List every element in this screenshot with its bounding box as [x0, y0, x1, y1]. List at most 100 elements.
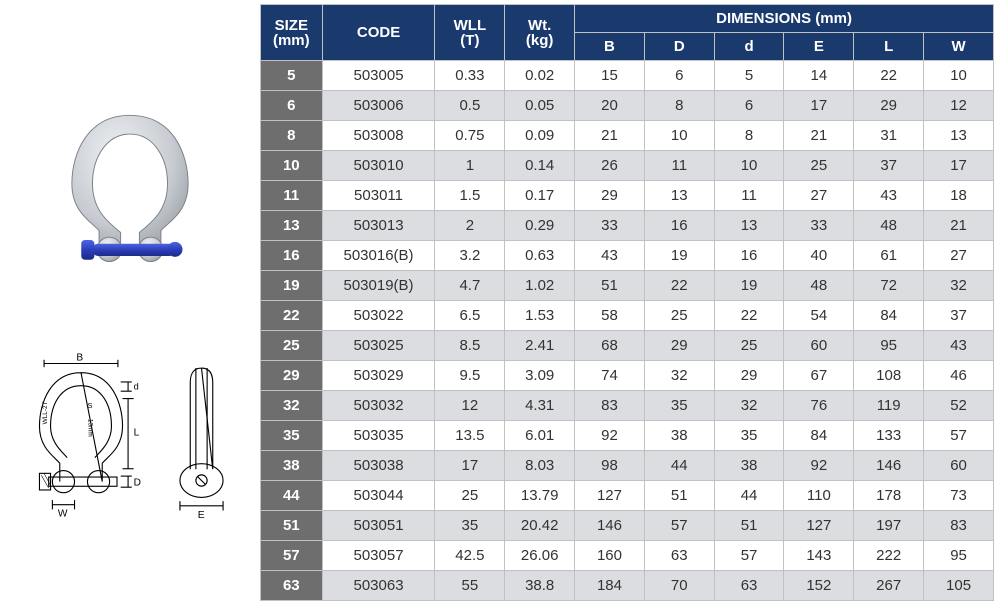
cell-E: 110: [784, 481, 854, 511]
cell-code: 503044: [322, 481, 435, 511]
th-wt-unit: (kg): [526, 32, 554, 49]
cell-B: 160: [575, 541, 645, 571]
cell-B: 68: [575, 331, 645, 361]
cell-wt: 26.06: [505, 541, 575, 571]
cell-wt: 20.42: [505, 511, 575, 541]
th-W: W: [924, 33, 994, 61]
cell-E: 14: [784, 61, 854, 91]
cell-d: 63: [714, 571, 784, 601]
cell-wll: 17: [435, 451, 505, 481]
cell-E: 17: [784, 91, 854, 121]
dim-label-S: S: [88, 400, 93, 409]
cell-wt: 13.79: [505, 481, 575, 511]
cell-wt: 2.41: [505, 331, 575, 361]
cell-wt: 8.03: [505, 451, 575, 481]
cell-d: 16: [714, 241, 784, 271]
cell-D: 44: [644, 451, 714, 481]
dim-label-E: E: [198, 510, 205, 521]
cell-wll: 0.75: [435, 121, 505, 151]
cell-size: 10: [261, 151, 323, 181]
cell-D: 19: [644, 241, 714, 271]
cell-D: 63: [644, 541, 714, 571]
cell-L: 133: [854, 421, 924, 451]
cell-code: 503032: [322, 391, 435, 421]
cell-d: 10: [714, 151, 784, 181]
cell-B: 127: [575, 481, 645, 511]
cell-code: 503006: [322, 91, 435, 121]
cell-L: 146: [854, 451, 924, 481]
cell-L: 61: [854, 241, 924, 271]
cell-W: 83: [924, 511, 994, 541]
cell-d: 35: [714, 421, 784, 451]
cell-size: 6: [261, 91, 323, 121]
table-row: 16503016(B)3.20.63431916406127: [261, 241, 994, 271]
cell-E: 92: [784, 451, 854, 481]
cell-D: 25: [644, 301, 714, 331]
cell-W: 21: [924, 211, 994, 241]
cell-L: 222: [854, 541, 924, 571]
cell-code: 503005: [322, 61, 435, 91]
table-row: 32503032124.318335327611952: [261, 391, 994, 421]
cell-E: 127: [784, 511, 854, 541]
cell-E: 27: [784, 181, 854, 211]
cell-wll: 6.5: [435, 301, 505, 331]
dim-label-inner: 13mm: [87, 418, 94, 436]
cell-size: 22: [261, 301, 323, 331]
cell-E: 33: [784, 211, 854, 241]
cell-wll: 1.5: [435, 181, 505, 211]
cell-wll: 35: [435, 511, 505, 541]
cell-wll: 42.5: [435, 541, 505, 571]
th-E: E: [784, 33, 854, 61]
cell-wt: 6.01: [505, 421, 575, 451]
cell-size: 25: [261, 331, 323, 361]
cell-d: 13: [714, 211, 784, 241]
cell-d: 57: [714, 541, 784, 571]
cell-B: 26: [575, 151, 645, 181]
table-row: 55030050.330.021565142210: [261, 61, 994, 91]
cell-W: 43: [924, 331, 994, 361]
cell-code: 503029: [322, 361, 435, 391]
cell-E: 84: [784, 421, 854, 451]
cell-size: 8: [261, 121, 323, 151]
cell-wt: 0.29: [505, 211, 575, 241]
cell-wt: 38.8: [505, 571, 575, 601]
cell-L: 267: [854, 571, 924, 601]
spec-table: SIZE (mm) CODE WLL (T) Wt. (kg) DIMENSIO…: [260, 4, 994, 601]
cell-L: 84: [854, 301, 924, 331]
cell-B: 92: [575, 421, 645, 451]
cell-B: 29: [575, 181, 645, 211]
th-L: L: [854, 33, 924, 61]
cell-W: 27: [924, 241, 994, 271]
table-header: SIZE (mm) CODE WLL (T) Wt. (kg) DIMENSIO…: [261, 5, 994, 61]
cell-d: 32: [714, 391, 784, 421]
cell-code: 503063: [322, 571, 435, 601]
cell-W: 37: [924, 301, 994, 331]
cell-size: 63: [261, 571, 323, 601]
shackle-photo: [50, 90, 210, 300]
cell-B: 146: [575, 511, 645, 541]
cell-W: 105: [924, 571, 994, 601]
cell-wt: 0.05: [505, 91, 575, 121]
cell-code: 503019(B): [322, 271, 435, 301]
table-row: 1350301320.29331613334821: [261, 211, 994, 241]
cell-W: 60: [924, 451, 994, 481]
cell-E: 143: [784, 541, 854, 571]
th-size-unit: (mm): [273, 32, 310, 49]
cell-wt: 1.02: [505, 271, 575, 301]
table-row: 225030226.51.53582522548437: [261, 301, 994, 331]
cell-code: 503057: [322, 541, 435, 571]
cell-code: 503025: [322, 331, 435, 361]
cell-wll: 12: [435, 391, 505, 421]
cell-W: 95: [924, 541, 994, 571]
cell-D: 16: [644, 211, 714, 241]
cell-wll: 0.33: [435, 61, 505, 91]
cell-W: 18: [924, 181, 994, 211]
table-row: 115030111.50.17291311274318: [261, 181, 994, 211]
cell-d: 6: [714, 91, 784, 121]
cell-wll: 1: [435, 151, 505, 181]
th-B: B: [575, 33, 645, 61]
cell-code: 503011: [322, 181, 435, 211]
cell-d: 19: [714, 271, 784, 301]
table-row: 3550303513.56.019238358413357: [261, 421, 994, 451]
spec-table-wrap: SIZE (mm) CODE WLL (T) Wt. (kg) DIMENSIO…: [260, 0, 1000, 605]
